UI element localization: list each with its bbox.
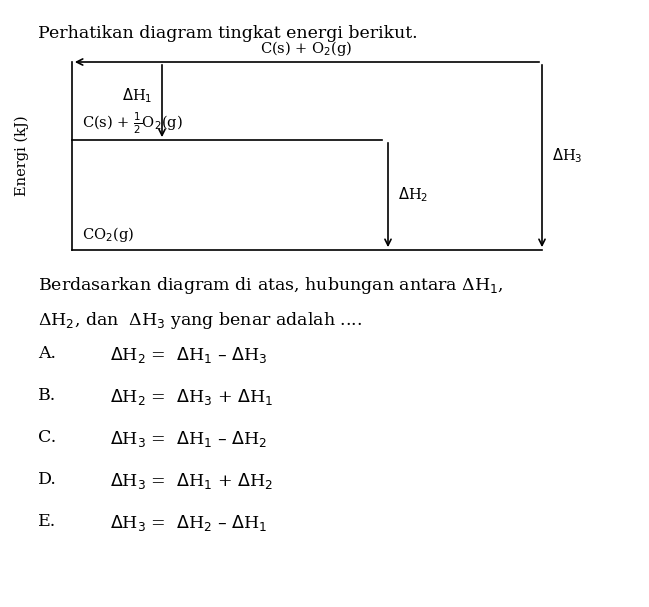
Text: E.: E.	[38, 513, 56, 530]
Text: $\Delta$H$_2$: $\Delta$H$_2$	[398, 186, 428, 205]
Text: C.: C.	[38, 429, 56, 446]
Text: $\Delta$H$_2$ =  $\Delta$H$_3$ + $\Delta$H$_1$: $\Delta$H$_2$ = $\Delta$H$_3$ + $\Delta$…	[110, 387, 273, 407]
Text: Berdasarkan diagram di atas, hubungan antara ΔH$_1$,: Berdasarkan diagram di atas, hubungan an…	[38, 275, 504, 296]
Text: Perhatikan diagram tingkat energi berikut.: Perhatikan diagram tingkat energi beriku…	[38, 25, 417, 42]
Text: $\Delta$H$_1$: $\Delta$H$_1$	[121, 87, 152, 106]
Text: ΔH$_2$, dan  ΔH$_3$ yang benar adalah ....: ΔH$_2$, dan ΔH$_3$ yang benar adalah ...…	[38, 310, 362, 331]
Text: B.: B.	[38, 387, 56, 404]
Text: C(s) + $\frac{1}{2}$O$_2$(g): C(s) + $\frac{1}{2}$O$_2$(g)	[82, 110, 183, 136]
Text: CO$_2$(g): CO$_2$(g)	[82, 225, 134, 244]
Text: $\Delta$H$_3$ =  $\Delta$H$_1$ – $\Delta$H$_2$: $\Delta$H$_3$ = $\Delta$H$_1$ – $\Delta$…	[110, 429, 267, 449]
Text: $\Delta$H$_3$: $\Delta$H$_3$	[552, 147, 583, 165]
Text: $\Delta$H$_3$ =  $\Delta$H$_1$ + $\Delta$H$_2$: $\Delta$H$_3$ = $\Delta$H$_1$ + $\Delta$…	[110, 471, 273, 491]
Text: C(s) + O$_2$(g): C(s) + O$_2$(g)	[260, 39, 352, 58]
Text: $\Delta$H$_2$ =  $\Delta$H$_1$ – $\Delta$H$_3$: $\Delta$H$_2$ = $\Delta$H$_1$ – $\Delta$…	[110, 345, 268, 365]
Text: D.: D.	[38, 471, 57, 488]
Text: A.: A.	[38, 345, 56, 362]
Text: $\Delta$H$_3$ =  $\Delta$H$_2$ – $\Delta$H$_1$: $\Delta$H$_3$ = $\Delta$H$_2$ – $\Delta$…	[110, 513, 267, 533]
Text: Energi (kJ): Energi (kJ)	[15, 116, 29, 196]
